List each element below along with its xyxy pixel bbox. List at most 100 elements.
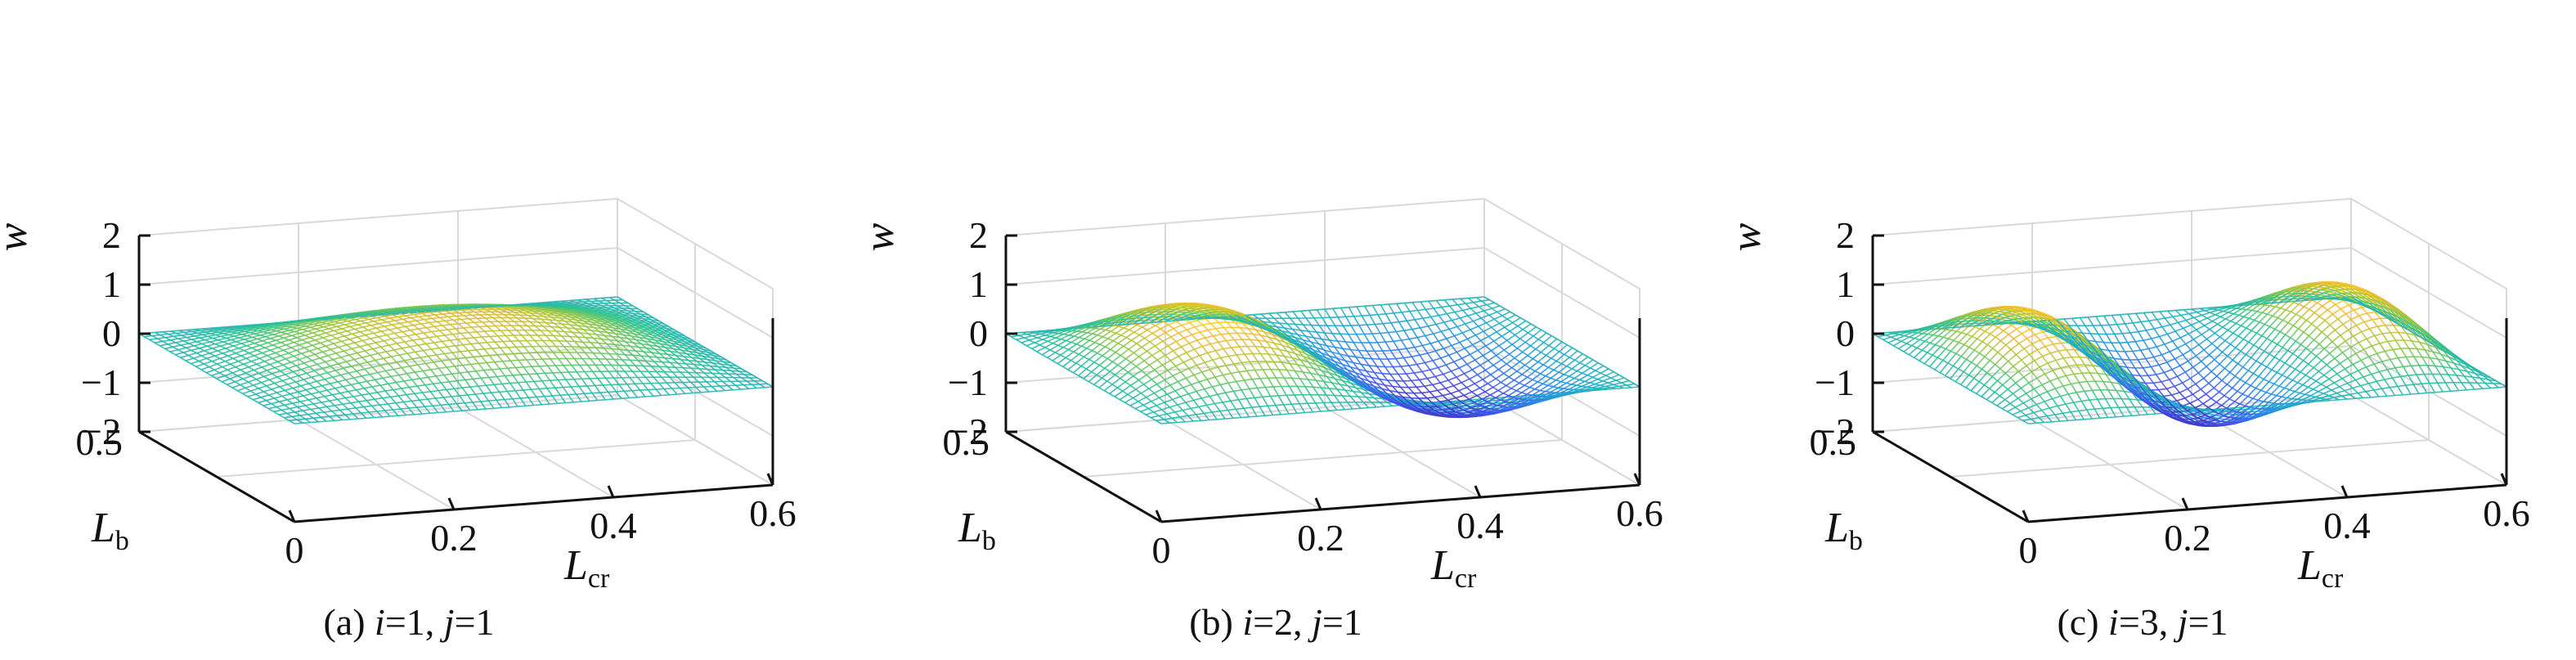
- surface-mesh-2: [1005, 296, 1640, 424]
- mesh-line: [463, 326, 472, 329]
- mesh-line: [433, 361, 440, 370]
- mesh-line: [288, 339, 294, 343]
- mesh-line: [198, 360, 204, 365]
- mesh-line: [177, 347, 186, 351]
- mesh-line: [1093, 355, 1103, 363]
- mesh-line: [393, 389, 399, 397]
- mesh-line: [374, 416, 383, 419]
- mesh-line: [573, 311, 579, 315]
- mesh-line: [1202, 322, 1211, 326]
- mesh-line: [299, 401, 307, 406]
- mesh-line: [1138, 396, 1147, 402]
- mesh-line: [688, 371, 694, 378]
- mesh-line: [595, 334, 602, 340]
- mesh-line: [1519, 376, 1528, 384]
- mesh-line: [658, 382, 665, 390]
- mesh-line: [1173, 324, 1183, 330]
- mesh-line: [325, 343, 334, 347]
- mesh-line: [615, 320, 622, 324]
- mesh-line: [482, 306, 487, 308]
- mesh-line: [280, 355, 286, 360]
- mesh-line: [1344, 408, 1353, 411]
- mesh-line: [295, 379, 304, 383]
- mesh-line: [400, 321, 409, 325]
- mesh-line: [538, 312, 545, 317]
- mesh-line: [303, 379, 310, 384]
- mesh-line: [401, 407, 409, 410]
- mesh-line: [268, 392, 277, 396]
- mesh-line: [475, 393, 484, 395]
- mesh-line: [307, 412, 316, 415]
- mesh-line: [1196, 412, 1205, 415]
- mesh-line: [630, 345, 636, 352]
- mesh-line: [374, 379, 381, 386]
- mesh-line: [616, 316, 622, 320]
- mesh-line: [449, 357, 458, 361]
- mesh-line: [541, 308, 547, 311]
- mesh-line: [1437, 388, 1446, 392]
- mesh-line: [460, 371, 469, 374]
- mesh-line: [323, 324, 332, 328]
- mesh-line: [465, 337, 474, 339]
- mesh-line: [377, 370, 386, 374]
- mesh-line: [619, 337, 626, 343]
- mesh-line: [693, 376, 699, 383]
- mesh-line: [615, 391, 622, 399]
- mesh-line: [725, 366, 732, 371]
- mesh-line: [386, 321, 393, 326]
- mesh-line: [491, 391, 500, 393]
- mesh-line: [1159, 370, 1169, 375]
- mesh-line: [673, 334, 680, 339]
- mesh-line: [332, 392, 341, 396]
- mesh-line: [381, 317, 390, 321]
- mesh-line: [496, 375, 505, 378]
- mesh-line: [387, 383, 394, 391]
- mesh-line: [550, 326, 559, 328]
- mesh-line: [610, 313, 617, 317]
- mesh-line: [696, 352, 703, 357]
- mesh-line: [456, 379, 465, 382]
- mesh-line: [517, 305, 523, 308]
- mesh-line: [1080, 358, 1090, 367]
- mesh-line: [412, 308, 419, 312]
- mesh-line: [508, 346, 517, 348]
- mesh-line: [422, 350, 429, 357]
- mesh-line: [1138, 374, 1147, 381]
- mesh-line: [227, 366, 236, 370]
- mesh-line: [182, 352, 189, 357]
- mesh-line: [589, 313, 595, 317]
- mesh-line: [300, 385, 307, 391]
- mesh-line: [509, 305, 515, 308]
- mesh-line: [741, 368, 747, 373]
- mesh-line: [495, 340, 504, 343]
- mesh-line: [1500, 376, 1510, 384]
- mesh-line: [602, 384, 609, 393]
- mesh-line: [396, 307, 402, 310]
- mesh-line: [327, 370, 336, 374]
- mesh-line: [426, 315, 433, 320]
- mesh-line: [1244, 378, 1253, 381]
- mesh-line: [378, 351, 387, 354]
- mesh-line: [454, 304, 460, 308]
- mesh-line: [355, 407, 361, 414]
- mesh-line: [428, 305, 433, 308]
- mesh-line: [715, 360, 721, 365]
- mesh-line: [334, 385, 343, 389]
- mesh-line: [274, 321, 280, 325]
- mesh-line: [653, 323, 659, 328]
- mesh-line: [1253, 333, 1262, 336]
- mesh-line: [579, 385, 587, 388]
- mesh-line: [471, 314, 478, 319]
- mesh-line: [1161, 384, 1171, 390]
- mesh-line: [273, 397, 280, 402]
- mesh-line: [419, 399, 426, 407]
- mesh-line: [568, 309, 574, 312]
- mesh-line: [1115, 345, 1124, 353]
- mesh-line: [684, 376, 692, 383]
- mesh-line: [344, 324, 351, 328]
- mesh-line: [390, 375, 397, 384]
- mesh-line: [617, 330, 624, 335]
- mesh-line: [707, 368, 716, 370]
- mesh-line: [283, 347, 292, 351]
- mesh-line: [412, 338, 421, 341]
